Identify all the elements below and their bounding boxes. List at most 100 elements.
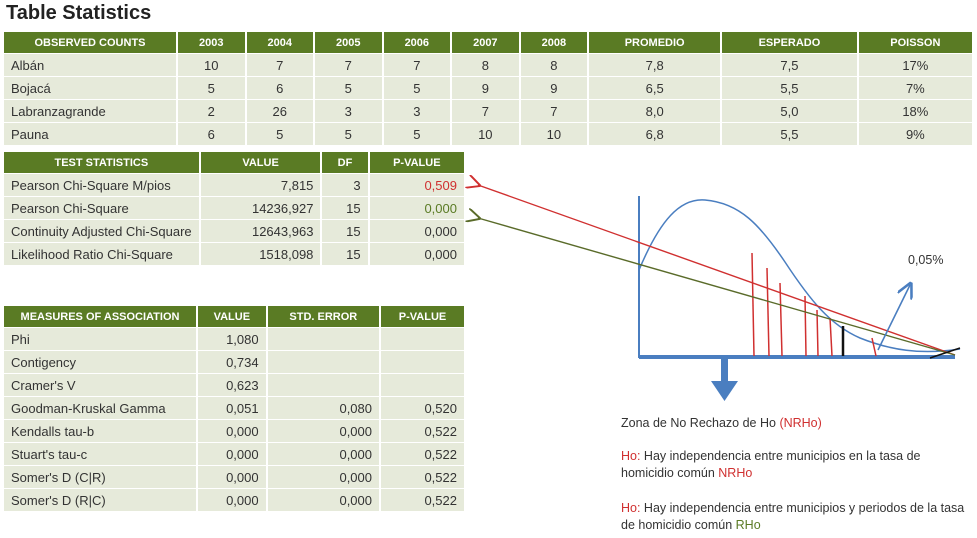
- table-cell: 15: [322, 220, 368, 242]
- table-cell: 3: [315, 100, 382, 122]
- test-statistics-table: TEST STATISTICS VALUE DF P-VALUE Pearson…: [2, 151, 466, 266]
- table-row: Labranzagrande 2 26 3 3 7 7 8,0 5,0 18%: [4, 100, 972, 122]
- table-cell: 0,623: [198, 374, 266, 396]
- table-cell: 10: [452, 123, 519, 145]
- table-cell: 7%: [858, 77, 972, 99]
- table-cell: 5: [246, 123, 314, 145]
- table-cell: 0,520: [381, 397, 464, 419]
- row-label-cell: Pauna: [4, 123, 176, 145]
- row-label-cell: Albán: [4, 54, 176, 76]
- row-label-cell: Kendalls tau-b: [4, 420, 196, 442]
- table-cell: 5,5: [722, 123, 857, 145]
- column-header: 2007: [452, 32, 519, 53]
- table-cell: 0,000: [267, 443, 380, 465]
- table-cell: 0,522: [381, 443, 464, 465]
- tail-arrow: [877, 285, 910, 351]
- table-cell: 6,5: [589, 77, 721, 99]
- zone-note: Zona de No Rechazo de Ho (NRHo): [621, 416, 822, 430]
- table-row: Goodman-Kruskal Gamma 0,051 0,080 0,520: [4, 397, 464, 419]
- table-row: Pauna 6 5 5 5 10 10 6,8 5,5 9%: [4, 123, 972, 145]
- table-cell: 5: [178, 77, 245, 99]
- table-row: Phi 1,080: [4, 328, 464, 350]
- column-header: 2004: [246, 32, 314, 53]
- table-cell: [267, 351, 380, 373]
- column-header: 2005: [315, 32, 382, 53]
- column-header: MEASURES OF ASSOCIATION: [4, 306, 196, 327]
- table-cell: 0,000: [267, 420, 380, 442]
- table-cell: 15: [322, 243, 368, 265]
- table-cell: 0,000: [369, 220, 464, 242]
- table-cell: 0,080: [267, 397, 380, 419]
- row-label-cell: Pearson Chi-Square M/pios: [4, 174, 199, 196]
- observed-counts-table: OBSERVED COUNTS 2003 2004 2005 2006 2007…: [2, 31, 974, 146]
- rejection-hatching: [751, 252, 877, 357]
- table-cell: 1518,098: [200, 243, 321, 265]
- table-cell: 7: [383, 54, 451, 76]
- olive-arrow: [478, 218, 956, 356]
- table-cell: 0,734: [198, 351, 266, 373]
- table-cell: 0,000: [369, 197, 464, 219]
- table-cell: 8: [520, 54, 588, 76]
- table-cell: 7: [520, 100, 588, 122]
- table-cell: 6: [246, 77, 314, 99]
- table-cell: [267, 374, 380, 396]
- table-row: Stuart's tau-c 0,000 0,000 0,522: [4, 443, 464, 465]
- table-row: Kendalls tau-b 0,000 0,000 0,522: [4, 420, 464, 442]
- table-cell: 9: [520, 77, 588, 99]
- table-header-row: MEASURES OF ASSOCIATION VALUE STD. ERROR…: [4, 306, 464, 327]
- table-row: Likelihood Ratio Chi-Square 1518,098 15 0,0…: [4, 243, 464, 265]
- row-label-cell: Labranzagrande: [4, 100, 176, 122]
- down-arrow-icon: [711, 359, 738, 401]
- table-cell: 10: [178, 54, 245, 76]
- distribution-curve: [638, 199, 961, 353]
- table-cell: 7,815: [200, 174, 321, 196]
- row-label-cell: Somer's D (C|R): [4, 466, 196, 488]
- table-cell: 0,509: [369, 174, 464, 196]
- table-cell: 0,000: [198, 420, 266, 442]
- column-header: VALUE: [200, 152, 321, 173]
- column-header: TEST STATISTICS: [4, 152, 199, 173]
- row-label-cell: Contigency: [4, 351, 196, 373]
- table-cell: 0,522: [381, 420, 464, 442]
- tail-mark: [929, 347, 961, 359]
- row-label-cell: Bojacá: [4, 77, 176, 99]
- table-cell: [267, 328, 380, 350]
- table-cell: 5: [383, 77, 451, 99]
- table-cell: 0,051: [198, 397, 266, 419]
- table-cell: 7,5: [722, 54, 857, 76]
- hypothesis-note-2: Ho: Hay independencia entre municipios y…: [621, 501, 965, 532]
- table-cell: 17%: [858, 54, 972, 76]
- table-row: Contigency 0,734: [4, 351, 464, 373]
- table-cell: 0,000: [267, 489, 380, 511]
- table-row: Somer's D (C|R) 0,000 0,000 0,522: [4, 466, 464, 488]
- measures-of-association-table: MEASURES OF ASSOCIATION VALUE STD. ERROR…: [2, 305, 466, 512]
- table-header-row: OBSERVED COUNTS 2003 2004 2005 2006 2007…: [4, 32, 972, 53]
- table-cell: 14236,927: [200, 197, 321, 219]
- table-cell: 8,0: [589, 100, 721, 122]
- row-label-cell: Stuart's tau-c: [4, 443, 196, 465]
- table-cell: 0,000: [369, 243, 464, 265]
- table-cell: 26: [246, 100, 314, 122]
- table-cell: 5: [315, 123, 382, 145]
- row-label-cell: Goodman-Kruskal Gamma: [4, 397, 196, 419]
- column-header: PROMEDIO: [589, 32, 721, 53]
- table-cell: 3: [322, 174, 368, 196]
- row-label-cell: Cramer's V: [4, 374, 196, 396]
- table-cell: 6: [178, 123, 245, 145]
- column-header: 2008: [520, 32, 588, 53]
- table-cell: [381, 374, 464, 396]
- table-cell: [381, 351, 464, 373]
- table-cell: 0,522: [381, 489, 464, 511]
- table-cell: 1,080: [198, 328, 266, 350]
- row-label-cell: Likelihood Ratio Chi-Square: [4, 243, 199, 265]
- column-header: STD. ERROR: [267, 306, 380, 327]
- column-header: P-VALUE: [381, 306, 464, 327]
- table-cell: 9%: [858, 123, 972, 145]
- table-cell: 5,0: [722, 100, 857, 122]
- table-cell: 0,000: [198, 489, 266, 511]
- column-header: DF: [322, 152, 368, 173]
- column-header: POISSON: [858, 32, 972, 53]
- column-header: 2003: [178, 32, 245, 53]
- table-cell: 5: [315, 77, 382, 99]
- table-cell: 5: [383, 123, 451, 145]
